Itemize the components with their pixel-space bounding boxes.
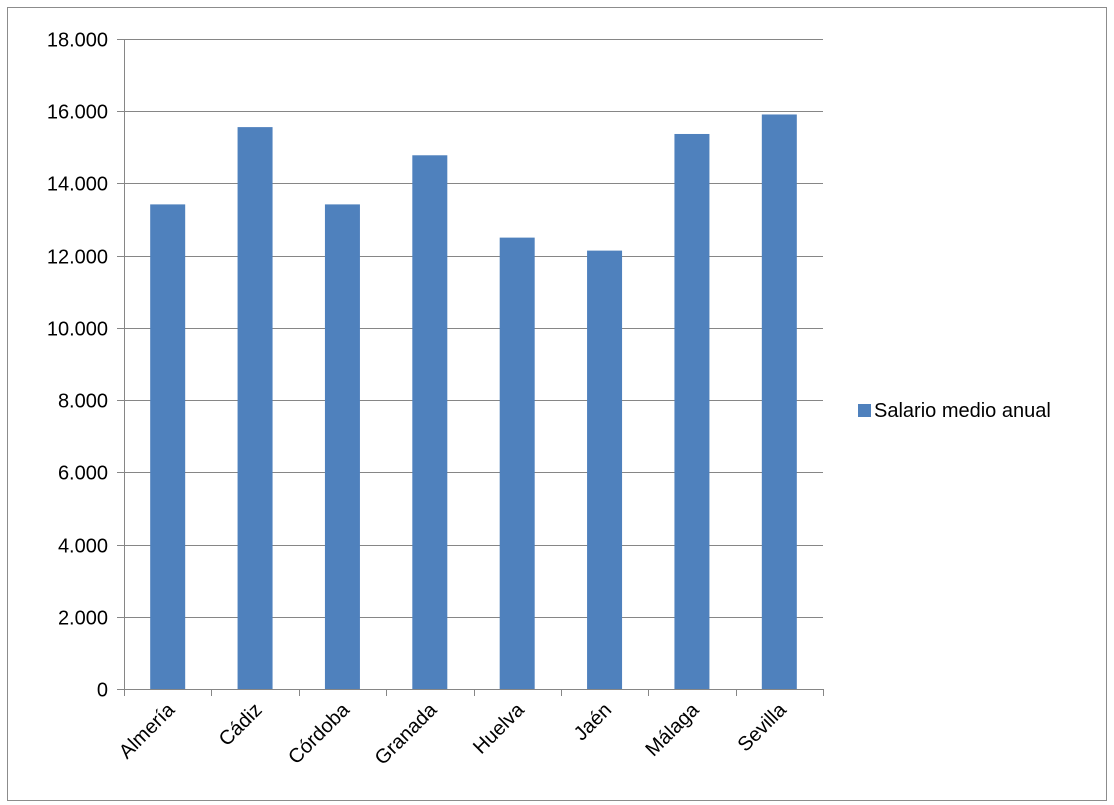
x-tick-label: Cádiz [215, 699, 267, 751]
bar [587, 250, 623, 689]
gridlines [124, 39, 823, 618]
x-tick-label: Huelva [469, 698, 529, 758]
bar [324, 204, 360, 689]
bar [761, 114, 797, 689]
legend-swatch [858, 404, 871, 417]
bars [150, 114, 797, 690]
y-tick-label: 18.000 [47, 30, 108, 52]
legend-label: Salario medio anual [874, 400, 1051, 422]
y-tick-label: 14.000 [47, 174, 108, 196]
y-tick-label: 0 [97, 680, 108, 702]
axes [117, 39, 824, 696]
y-tick-label: 8.000 [58, 391, 108, 413]
y-tick-label: 16.000 [47, 102, 108, 124]
x-tick-label: Jaén [570, 699, 616, 745]
bar [674, 133, 710, 689]
y-tick-label: 4.000 [58, 536, 108, 558]
bar [499, 237, 535, 689]
bar [237, 127, 273, 690]
bar [412, 155, 448, 689]
chart-area: 0 2.000 4.000 6.000 8.000 10.000 12.000 14.000 1… [7, 7, 1107, 801]
x-tick-label: Granada [371, 698, 442, 769]
legend: Salario medio anual [858, 400, 1051, 422]
y-tick-label: 12.000 [47, 247, 108, 269]
x-tick-labels: Almería Cádiz Córdoba Granada Huelva Jaén Mála… [115, 698, 792, 769]
x-tick-label: Córdoba [284, 698, 354, 768]
y-tick-label: 2.000 [58, 608, 108, 630]
x-tick-label: Sevilla [734, 698, 792, 756]
bar [150, 204, 186, 689]
x-tick-label: Málaga [642, 698, 705, 761]
y-tick-labels: 0 2.000 4.000 6.000 8.000 10.000 12.000 14.000 1… [47, 30, 108, 702]
x-tick-label: Almería [115, 698, 180, 763]
y-tick-label: 6.000 [58, 463, 108, 485]
bar-chart: 0 2.000 4.000 6.000 8.000 10.000 12.000 14.000 1… [47, 30, 1051, 770]
y-tick-label: 10.000 [47, 319, 108, 341]
